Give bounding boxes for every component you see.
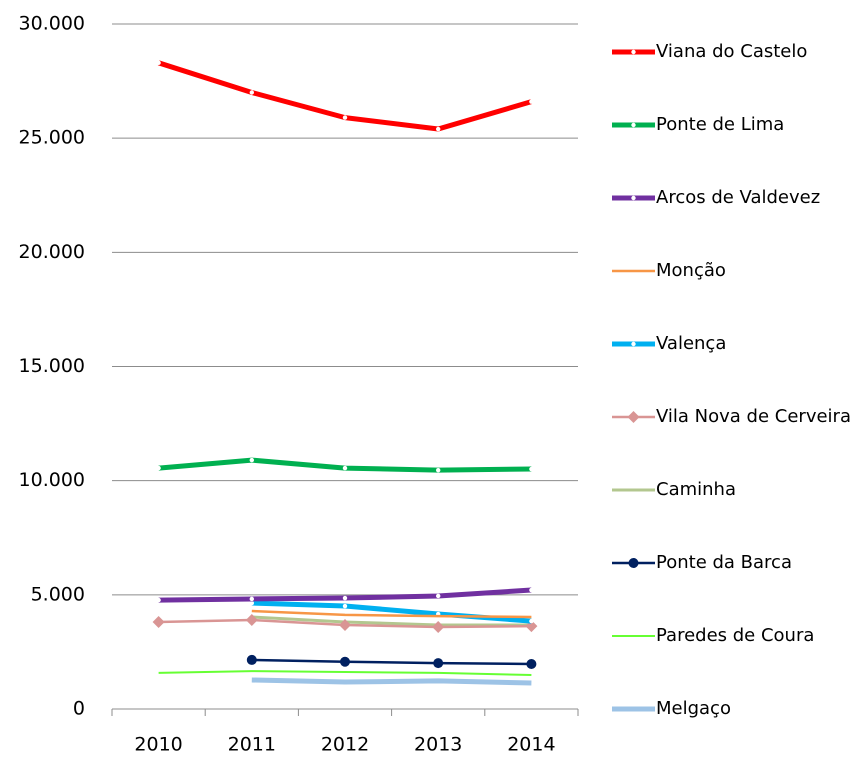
y-tick-label: 20.000 — [19, 241, 85, 263]
point — [529, 466, 534, 472]
point — [433, 658, 444, 669]
point — [249, 600, 254, 606]
point — [249, 457, 254, 463]
legend-label: Ponte da Barca — [656, 552, 792, 573]
x-tick-label: 2012 — [321, 734, 369, 756]
point — [249, 90, 254, 95]
point — [339, 618, 351, 631]
y-tick-label: 30.000 — [19, 13, 85, 35]
legend-label: Vila Nova de Cerveira — [656, 406, 851, 427]
y-tick-label: 5.000 — [31, 583, 85, 605]
y-tick-label: 0 — [73, 698, 85, 720]
point — [340, 656, 350, 667]
x-tick-label: 2010 — [134, 734, 182, 756]
y-tick-label: 25.000 — [19, 127, 85, 149]
legend-label: Monção — [656, 260, 726, 281]
series-line — [251, 609, 532, 619]
legend-marker — [631, 341, 636, 347]
x-tick-label: 2011 — [228, 734, 276, 756]
point — [436, 593, 441, 599]
legend-marker — [631, 195, 636, 201]
legend-marker — [628, 558, 639, 568]
series-line — [251, 658, 532, 666]
series-line — [251, 615, 532, 627]
legend-label: Ponte de Lima — [656, 114, 784, 135]
x-tick-label: 2014 — [507, 734, 555, 756]
legend-label: Arcos de Valdevez — [656, 187, 820, 208]
point — [156, 597, 161, 603]
point — [432, 621, 445, 634]
y-tick-label: 10.000 — [19, 469, 85, 491]
point — [529, 587, 534, 593]
point — [342, 603, 348, 609]
y-tick-label: 15.000 — [19, 355, 85, 377]
legend-label: Viana do Castelo — [656, 41, 807, 62]
point — [529, 99, 534, 104]
series-line — [158, 670, 532, 676]
point — [156, 60, 161, 66]
point — [342, 595, 348, 601]
point — [156, 465, 161, 471]
point — [342, 115, 348, 120]
legend-label: Melgaço — [656, 698, 731, 719]
point — [152, 616, 165, 629]
legend-marker — [631, 49, 636, 55]
point — [246, 654, 257, 665]
point — [529, 618, 534, 624]
legend-marker — [631, 122, 636, 128]
point — [342, 465, 348, 471]
point — [436, 126, 441, 132]
legend-label: Paredes de Coura — [656, 625, 814, 646]
legend-marker — [627, 411, 640, 423]
point — [249, 596, 254, 602]
x-tick-label: 2013 — [414, 734, 462, 756]
series-line — [251, 677, 532, 686]
point — [526, 659, 537, 670]
point — [436, 467, 441, 473]
legend-label: Caminha — [656, 479, 736, 500]
legend-label: Valença — [656, 333, 726, 354]
point — [245, 613, 258, 626]
